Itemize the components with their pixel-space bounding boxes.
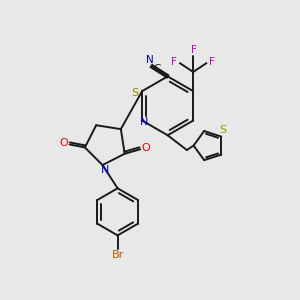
Text: S: S [131,88,138,98]
Text: N: N [146,55,154,65]
Text: N: N [101,165,109,176]
Text: F: F [171,57,177,67]
Text: O: O [142,143,150,153]
Text: C: C [153,64,160,74]
Text: F: F [191,45,197,55]
Text: F: F [209,57,215,67]
Text: N: N [140,117,149,127]
Text: O: O [59,138,68,148]
Text: Br: Br [112,250,124,260]
Text: S: S [219,125,226,135]
